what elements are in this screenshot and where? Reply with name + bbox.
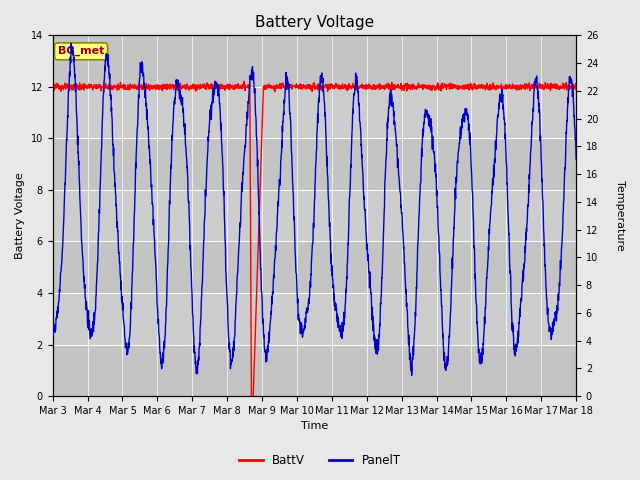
Y-axis label: Battery Voltage: Battery Voltage [15, 172, 25, 259]
Y-axis label: Temperature: Temperature [615, 180, 625, 251]
X-axis label: Time: Time [301, 421, 328, 432]
Legend: BattV, PanelT: BattV, PanelT [234, 449, 406, 472]
Text: BC_met: BC_met [58, 46, 104, 57]
Bar [52, 36, 576, 87]
Bar [52, 345, 576, 396]
Bar [52, 241, 576, 293]
Bar [52, 138, 576, 190]
Title: Battery Voltage: Battery Voltage [255, 15, 374, 30]
